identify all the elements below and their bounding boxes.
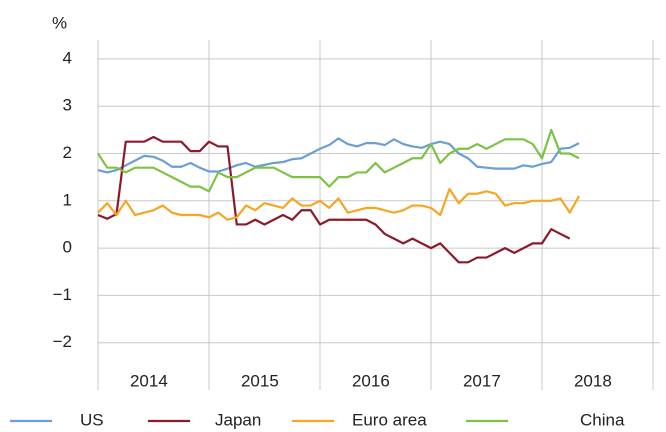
y-axis-unit: % xyxy=(52,13,67,32)
y-tick-label: −1 xyxy=(53,285,72,304)
x-tick-label: 2016 xyxy=(352,371,390,390)
legend-label: Euro area xyxy=(352,410,427,429)
x-tick-label: 2017 xyxy=(463,371,501,390)
series-line xyxy=(97,137,580,174)
x-tick-label: 2015 xyxy=(241,371,279,390)
y-tick-label: 4 xyxy=(63,48,72,67)
y-tick-label: 3 xyxy=(63,96,72,115)
y-tick-label: −2 xyxy=(53,332,72,351)
series-line xyxy=(97,187,580,221)
legend-label: Japan xyxy=(215,410,261,429)
legend-label: US xyxy=(80,410,104,429)
x-tick-label: 2014 xyxy=(130,371,168,390)
series-line xyxy=(97,135,571,264)
y-tick-label: 1 xyxy=(63,190,72,209)
y-tick-label: 2 xyxy=(63,143,72,162)
legend-label: China xyxy=(580,410,625,429)
series-line xyxy=(97,128,580,193)
y-tick-label: 0 xyxy=(63,238,72,257)
x-tick-label: 2018 xyxy=(574,371,612,390)
